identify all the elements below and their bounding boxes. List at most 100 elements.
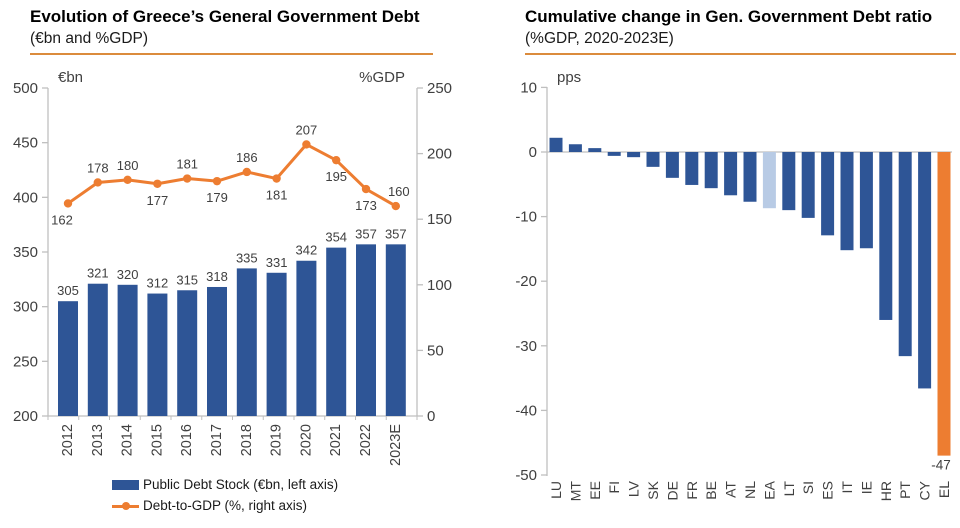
x-label-2017: 2017 <box>209 424 225 456</box>
line-marker-2015 <box>153 179 162 188</box>
left-chart-header: Evolution of Greece’s General Government… <box>30 5 420 50</box>
bar-2023E <box>385 244 406 416</box>
x-label-CY: CY <box>917 480 933 500</box>
bar-MT <box>568 144 582 152</box>
line-marker-2019 <box>272 174 281 183</box>
y-tick-label--50: -50 <box>515 467 537 484</box>
bar-label-2022: 357 <box>355 226 377 241</box>
bar-label-2019: 331 <box>266 255 288 270</box>
bar-LT <box>782 152 796 211</box>
bar-2021 <box>326 247 347 416</box>
right-tick-label-200: 200 <box>427 146 452 163</box>
bar-2017 <box>207 286 227 416</box>
right-tick-label-250: 250 <box>427 80 452 97</box>
y-tick-label--20: -20 <box>515 273 537 290</box>
right-chart-header: Cumulative change in Gen. Government Deb… <box>525 5 932 50</box>
x-label-FR: FR <box>684 481 700 500</box>
left-chart-title: Evolution of Greece’s General Government… <box>30 7 420 26</box>
right-chart-title: Cumulative change in Gen. Government Deb… <box>525 7 933 26</box>
legend-item-debt-stock: Public Debt Stock (€bn, left axis) <box>112 474 338 495</box>
bar-2014 <box>117 284 138 416</box>
y-tick-label--10: -10 <box>515 209 537 226</box>
line-label-2015: 177 <box>147 193 169 208</box>
line-marker-2020 <box>302 140 311 149</box>
x-label-IE: IE <box>858 481 874 494</box>
axis-unit-label: pps <box>557 69 581 86</box>
x-label-2016: 2016 <box>179 424 195 456</box>
x-label-PT: PT <box>897 481 913 499</box>
bar-IE <box>859 152 873 249</box>
x-label-EL: EL <box>936 481 952 498</box>
right-axis-unit-label: %GDP <box>359 69 405 86</box>
bar-IT <box>840 152 854 251</box>
bar-label-2021: 354 <box>325 230 347 245</box>
line-label-2020: 207 <box>296 122 318 137</box>
bar-EL <box>937 152 951 456</box>
bar-FR <box>685 152 699 185</box>
bar-2018 <box>236 268 257 416</box>
x-label-AT: AT <box>723 481 739 498</box>
line-marker-2021 <box>332 155 341 165</box>
x-label-2015: 2015 <box>149 424 165 456</box>
bar-2015 <box>147 293 168 416</box>
x-label-2013: 2013 <box>90 424 106 456</box>
x-label-IT: IT <box>839 481 855 494</box>
bar-FI <box>607 152 621 156</box>
left-axis-unit-label: €bn <box>58 69 83 86</box>
left-tick-label-250: 250 <box>13 353 38 370</box>
bar-label-2020: 342 <box>296 243 318 258</box>
bar-LU <box>549 137 563 152</box>
left-tick-label-450: 450 <box>13 135 38 152</box>
bar-2016 <box>177 290 198 416</box>
bar-2013 <box>87 283 108 416</box>
legend-label-debt-to-gdp: Debt-to-GDP (%, right axis) <box>143 498 308 513</box>
left-chart-legend: Public Debt Stock (€bn, left axis) Debt-… <box>112 474 338 516</box>
bar-NL <box>743 152 757 202</box>
bar-SK <box>646 152 660 167</box>
right-tick-label-100: 100 <box>427 277 452 294</box>
x-label-2022: 2022 <box>358 424 374 456</box>
bar-label-2017: 318 <box>206 269 228 284</box>
line-marker-2016 <box>183 174 192 183</box>
left-tick-label-350: 350 <box>13 244 38 261</box>
y-tick-label-0: 0 <box>529 144 537 161</box>
line-label-2016: 181 <box>176 157 198 172</box>
bar-HR <box>879 152 893 320</box>
bar-PT <box>898 152 912 357</box>
bar-label-2023E: 357 <box>385 226 407 241</box>
line-label-2021: 195 <box>325 169 347 184</box>
x-label-LU: LU <box>548 481 564 499</box>
bar-DE <box>665 152 679 178</box>
line-label-2018: 186 <box>236 150 258 165</box>
line-marker-2013 <box>93 178 103 187</box>
line-label-2012: 162 <box>51 212 73 227</box>
line-label-2022: 173 <box>355 198 377 213</box>
left-tick-label-400: 400 <box>13 189 38 206</box>
x-label-SI: SI <box>800 481 816 494</box>
x-label-DE: DE <box>664 481 680 500</box>
line-marker-2023E <box>391 201 400 211</box>
x-label-NL: NL <box>742 481 758 499</box>
bar-2022 <box>356 244 376 416</box>
left-tick-label-200: 200 <box>13 408 38 425</box>
y-tick-label--40: -40 <box>515 402 537 419</box>
line-marker-2014 <box>123 175 132 185</box>
line-label-2019: 181 <box>266 188 288 203</box>
bar-CY <box>918 152 932 389</box>
x-label-2023E: 2023E <box>388 424 404 466</box>
bar-label-2015: 312 <box>147 276 169 291</box>
left-tick-label-300: 300 <box>13 299 38 316</box>
x-label-2021: 2021 <box>328 424 344 456</box>
bar-label-2016: 315 <box>176 272 198 287</box>
x-label-2018: 2018 <box>239 424 255 456</box>
line-label-2023E: 160 <box>388 184 410 199</box>
x-label-EE: EE <box>587 481 603 500</box>
left-tick-label-500: 500 <box>13 80 38 97</box>
line-label-2017: 179 <box>206 190 228 205</box>
x-label-HR: HR <box>878 481 894 501</box>
bar-BE <box>704 152 718 189</box>
bar-AT <box>724 152 738 196</box>
right-tick-label-0: 0 <box>427 408 435 425</box>
